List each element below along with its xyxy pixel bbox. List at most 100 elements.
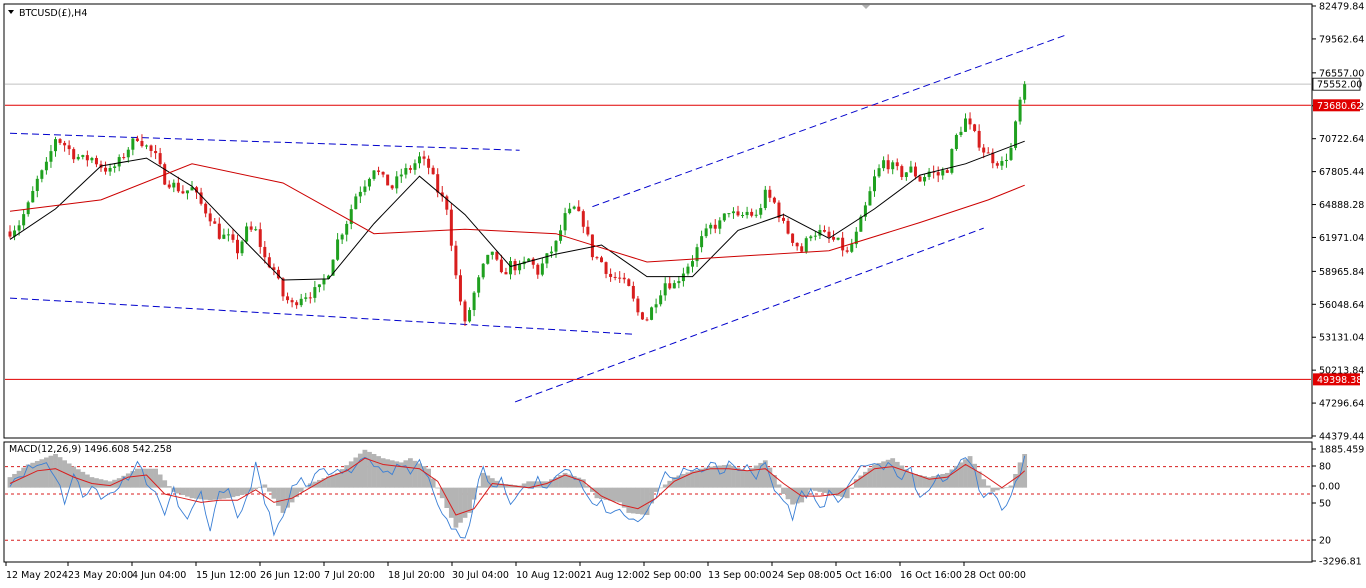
candle-up xyxy=(40,170,44,179)
macd-histogram-bar xyxy=(967,456,973,488)
candle-up xyxy=(404,168,408,175)
price-tick-label: 79562.64 xyxy=(1319,34,1364,45)
macd-histogram-bar xyxy=(84,474,90,488)
candle-down xyxy=(991,152,995,164)
macd-histogram-bar xyxy=(926,477,932,488)
macd-histogram-bar xyxy=(863,471,868,488)
candle-down xyxy=(263,246,267,258)
macd-panel-frame xyxy=(3,441,1313,563)
candle-down xyxy=(58,139,62,143)
macd-histogram-bar xyxy=(640,487,645,515)
candle-up xyxy=(240,241,244,254)
time-tick-label: 24 Sep 08:00 xyxy=(772,570,835,581)
macd-histogram-bar xyxy=(175,487,181,494)
candle-up xyxy=(90,157,94,161)
candle-down xyxy=(276,269,280,279)
macd-histogram-bar xyxy=(326,476,331,488)
candle-down xyxy=(176,182,180,192)
macd-histogram-bar xyxy=(376,456,381,488)
macd-histogram-bar xyxy=(135,468,140,488)
candle-up xyxy=(527,258,531,262)
macd-histogram-bar xyxy=(80,471,86,488)
candle-up xyxy=(850,244,854,252)
candle-up xyxy=(654,304,658,308)
candle-down xyxy=(536,264,540,275)
candle-down xyxy=(777,202,781,218)
candle-up xyxy=(331,259,335,276)
current-price-tag xyxy=(1312,77,1361,91)
macd-panel[interactable]: MACD(12,26,9) 1496.608 542.258 xyxy=(3,441,1313,563)
candle-down xyxy=(600,257,603,263)
macd-histogram-bar xyxy=(298,487,304,492)
candle-down xyxy=(454,245,458,276)
price-tick-label: 82479.84 xyxy=(1319,2,1364,13)
moving-average-line xyxy=(9,163,1025,263)
macd-histogram-bar xyxy=(458,487,463,523)
candle-down xyxy=(791,233,795,243)
macd-histogram-bar xyxy=(121,475,127,488)
candle-up xyxy=(222,234,226,239)
candle-up xyxy=(818,230,822,236)
candle-up xyxy=(754,214,758,216)
candle-down xyxy=(986,152,990,154)
candle-down xyxy=(231,234,235,240)
candle-up xyxy=(509,261,512,275)
price-chart-panel[interactable]: BTCUSD(£),H4 xyxy=(3,3,1313,439)
candle-up xyxy=(677,281,681,284)
macd-histogram-bar xyxy=(503,483,509,488)
macd-histogram-bar xyxy=(585,485,591,488)
shift-marker-icon[interactable] xyxy=(862,5,870,9)
macd-histogram-bar xyxy=(25,464,31,488)
candle-down xyxy=(463,301,467,322)
candle-down xyxy=(195,187,199,193)
macd-tick-label: 80 xyxy=(1319,462,1331,473)
macd-histogram-bar xyxy=(944,472,950,488)
time-tick-label: 10 Aug 12:00 xyxy=(516,570,580,581)
macd-histogram-bar xyxy=(467,487,472,513)
macd-histogram-bar xyxy=(671,477,677,488)
candle-down xyxy=(72,149,76,160)
candle-down xyxy=(622,277,626,280)
macd-histogram-bar xyxy=(949,469,955,488)
macd-histogram-bar xyxy=(790,487,795,505)
macd-histogram-bar xyxy=(216,487,222,500)
candle-up xyxy=(317,284,321,288)
macd-histogram-bar xyxy=(171,487,177,492)
candle-up xyxy=(17,225,21,231)
candle-up xyxy=(81,155,85,157)
macd-histogram-bar xyxy=(207,487,213,501)
candle-up xyxy=(354,196,358,210)
macd-histogram-bar xyxy=(867,468,873,488)
macd-histogram-bar xyxy=(626,487,632,513)
price-tick-label: 47296.64 xyxy=(1319,399,1364,410)
candle-up xyxy=(659,295,663,305)
macd-histogram-bar xyxy=(812,487,818,491)
macd-histogram-bar xyxy=(908,472,914,488)
price-tick-label: 76557.00 xyxy=(1319,68,1364,79)
candle-down xyxy=(67,145,71,150)
candle-down xyxy=(832,237,836,240)
candle-down xyxy=(982,147,986,153)
candle-down xyxy=(786,220,790,234)
price-tick-label: 53131.04 xyxy=(1319,333,1364,344)
candle-down xyxy=(636,298,640,313)
macd-histogram-bar xyxy=(758,462,764,488)
candle-up xyxy=(372,170,376,179)
macd-histogram-bar xyxy=(690,470,695,488)
macd-histogram-bar xyxy=(330,474,336,488)
candle-up xyxy=(731,211,735,214)
macd-histogram-bar xyxy=(603,487,609,500)
macd-histogram-bar xyxy=(876,462,882,488)
candle-up xyxy=(904,172,908,178)
macd-histogram-bar xyxy=(116,478,122,488)
candle-down xyxy=(135,138,139,141)
macd-histogram-bar xyxy=(667,480,673,488)
macd-histogram-bar xyxy=(954,465,959,488)
macd-histogram-bar xyxy=(344,465,350,488)
time-tick-label: 16 Oct 16:00 xyxy=(900,570,962,581)
collapse-arrow-icon[interactable] xyxy=(8,10,14,14)
candle-down xyxy=(154,150,158,154)
macd-histogram-bar xyxy=(148,468,154,488)
macd-histogram-bar xyxy=(53,454,58,488)
macd-histogram-bar xyxy=(576,477,582,488)
